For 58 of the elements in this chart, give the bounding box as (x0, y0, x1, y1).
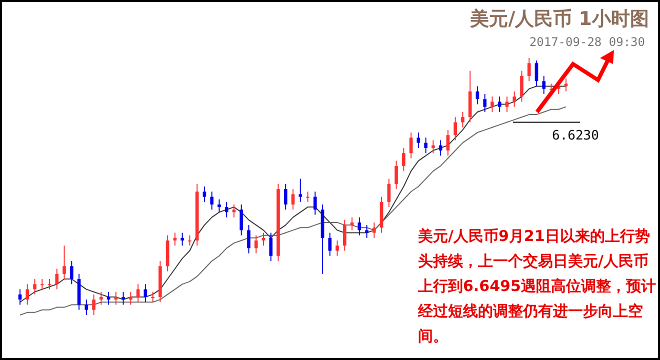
candlestick (454, 116, 457, 141)
candlestick (520, 70, 524, 102)
candlestick (247, 224, 250, 254)
candlestick (92, 294, 96, 316)
candlestick (84, 299, 88, 316)
candlestick (180, 232, 184, 246)
candlestick (269, 232, 273, 262)
candlestick (188, 234, 192, 246)
candlestick (461, 111, 464, 128)
candlestick (129, 291, 132, 306)
candlestick (394, 160, 398, 190)
annotation: 美元/人民币9月21日以来的上行势头持续，上一个交易日美元/人民币上行到6.6495遇阻高位调整，预计经过短线的调整仍有进一步向上空间。 (418, 226, 656, 347)
candlestick (210, 191, 214, 210)
candlestick (224, 201, 228, 218)
candlestick (490, 96, 494, 112)
candlestick (424, 137, 428, 154)
candlestick (218, 198, 221, 213)
candlestick (62, 245, 66, 280)
candlestick (387, 178, 391, 208)
candlestick (240, 204, 244, 236)
candlestick (402, 147, 406, 172)
candlestick (313, 191, 317, 216)
candlestick (328, 232, 332, 256)
candlestick (416, 132, 420, 148)
candlestick (358, 216, 362, 236)
candlestick (202, 186, 206, 202)
candlestick (564, 78, 568, 92)
candlestick (291, 188, 295, 210)
candlestick (151, 291, 154, 303)
annotation: 6.6230 (552, 128, 599, 144)
candlestick (446, 129, 450, 156)
candlestick (254, 234, 258, 254)
chart-subtitle: 2017-09-28 09:30 (529, 35, 645, 49)
candlestick (48, 278, 52, 290)
candlestick (100, 291, 103, 306)
candlestick (40, 278, 44, 290)
candlestick (498, 96, 502, 112)
candlestick (26, 284, 30, 306)
candlestick (298, 178, 302, 202)
candlestick (365, 224, 368, 238)
candlestick (284, 183, 288, 210)
candlestick (33, 278, 36, 295)
candlestick (70, 260, 74, 285)
candlestick (336, 240, 339, 256)
candlestick (372, 222, 376, 238)
candlestick (55, 268, 59, 290)
candlestick (432, 140, 435, 154)
candlestick (306, 191, 310, 202)
candlestick (342, 219, 346, 252)
candlestick (542, 75, 546, 94)
candlestick (527, 58, 531, 82)
candlestick (483, 93, 486, 112)
chart-title: 美元/人民币 1小时图 (469, 8, 649, 30)
candlestick (534, 60, 538, 87)
candlestick (505, 96, 509, 112)
candlestick (512, 90, 516, 108)
candlestick (409, 132, 413, 159)
candlestick (122, 291, 125, 306)
